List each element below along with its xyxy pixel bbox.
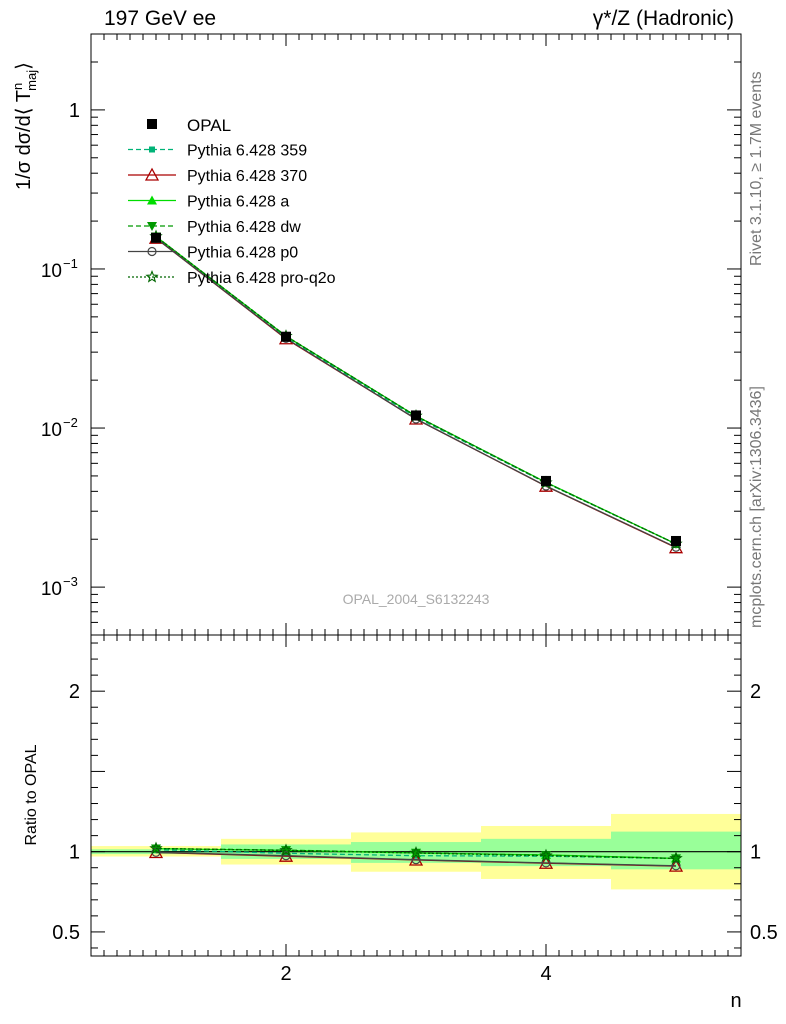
ratio-series-4-point — [541, 858, 551, 868]
main-ytick-label: 10 — [41, 579, 62, 600]
data-point — [541, 475, 551, 486]
main-ytick-label-exponent: −3 — [63, 574, 78, 589]
ratio-series-5-point — [149, 841, 163, 855]
ratio-ytick-label-left: 0.5 — [52, 922, 80, 944]
ratio-ytick-label-right: 1 — [750, 842, 761, 864]
ratio-ytick-label-left: 1 — [69, 842, 80, 864]
process-title: γ*/Z (Hadronic) — [592, 7, 734, 30]
ratio-series-5-point — [669, 851, 683, 865]
y-label-suffix: ⟩ — [13, 62, 35, 70]
legend-label-0: Pythia 6.428 359 — [187, 143, 307, 160]
main-ytick-label: 1 — [69, 100, 80, 122]
main-ytick-label: 10 — [41, 420, 62, 441]
ratio-series-5-point — [279, 843, 293, 857]
legend-label-2: Pythia 6.428 a — [187, 194, 289, 211]
energy-title: 197 GeV ee — [104, 7, 217, 30]
legend-label-5: Pythia 6.428 pro-q2o — [187, 270, 336, 287]
rivet-version-label: Rivet 3.1.10, ≥ 1.7M events — [748, 71, 765, 266]
xtick-label: 4 — [540, 963, 551, 985]
legend-marker-0 — [149, 146, 155, 153]
legend-marker-2 — [147, 195, 157, 205]
legend-label-1: Pythia 6.428 370 — [187, 168, 307, 185]
ratio-series-5-point — [539, 848, 553, 862]
ratio-series-5-point — [409, 845, 423, 859]
main-ytick-label-exponent: −2 — [63, 415, 78, 430]
legend-marker-1 — [144, 167, 160, 181]
legend-data-marker — [147, 119, 157, 129]
ratio-series-line-4 — [155, 851, 677, 867]
ratio-plot-frame — [90, 634, 742, 957]
main-ytick-label: 10 — [41, 261, 62, 282]
ratio-y-axis-label: Ratio to OPAL — [23, 744, 40, 845]
mcplots-credit-label: mcplots.cern.ch [arXiv:1306.3436] — [748, 386, 765, 628]
legend-data-label: OPAL — [187, 116, 231, 135]
legend-marker-5 — [145, 269, 159, 283]
xtick-label: 2 — [280, 963, 291, 985]
analysis-id-label: OPAL_2004_S6132243 — [343, 591, 490, 607]
data-point — [411, 410, 421, 421]
ratio-series-4-point — [671, 861, 681, 871]
legend-marker-3 — [147, 222, 157, 231]
legend-label-3: Pythia 6.428 dw — [187, 219, 301, 236]
y-label-main: 1/σ dσ/d⟨ T — [13, 90, 35, 190]
main-ytick-label-exponent: −1 — [63, 256, 78, 271]
y-label-superscript: n — [10, 83, 25, 90]
legend-label-4: Pythia 6.428 p0 — [187, 245, 298, 262]
ratio-ytick-label-right: 2 — [750, 681, 761, 703]
y-label-subscript: maj — [24, 70, 39, 91]
ratio-ytick-label-left: 2 — [69, 681, 80, 703]
data-point — [281, 331, 291, 342]
ratio-stat-band-4 — [611, 831, 741, 870]
main-y-axis-label: 1/σ dσ/d⟨ Tnmaj⟩ — [10, 62, 39, 190]
ratio-series-line-5 — [155, 847, 677, 860]
ratio-series-4-point — [151, 847, 161, 857]
data-point — [671, 535, 681, 546]
ratio-ytick-label-right: 0.5 — [750, 922, 778, 944]
x-axis-label: n — [730, 990, 741, 1012]
legend-marker-4 — [147, 246, 157, 257]
data-point — [151, 232, 161, 243]
